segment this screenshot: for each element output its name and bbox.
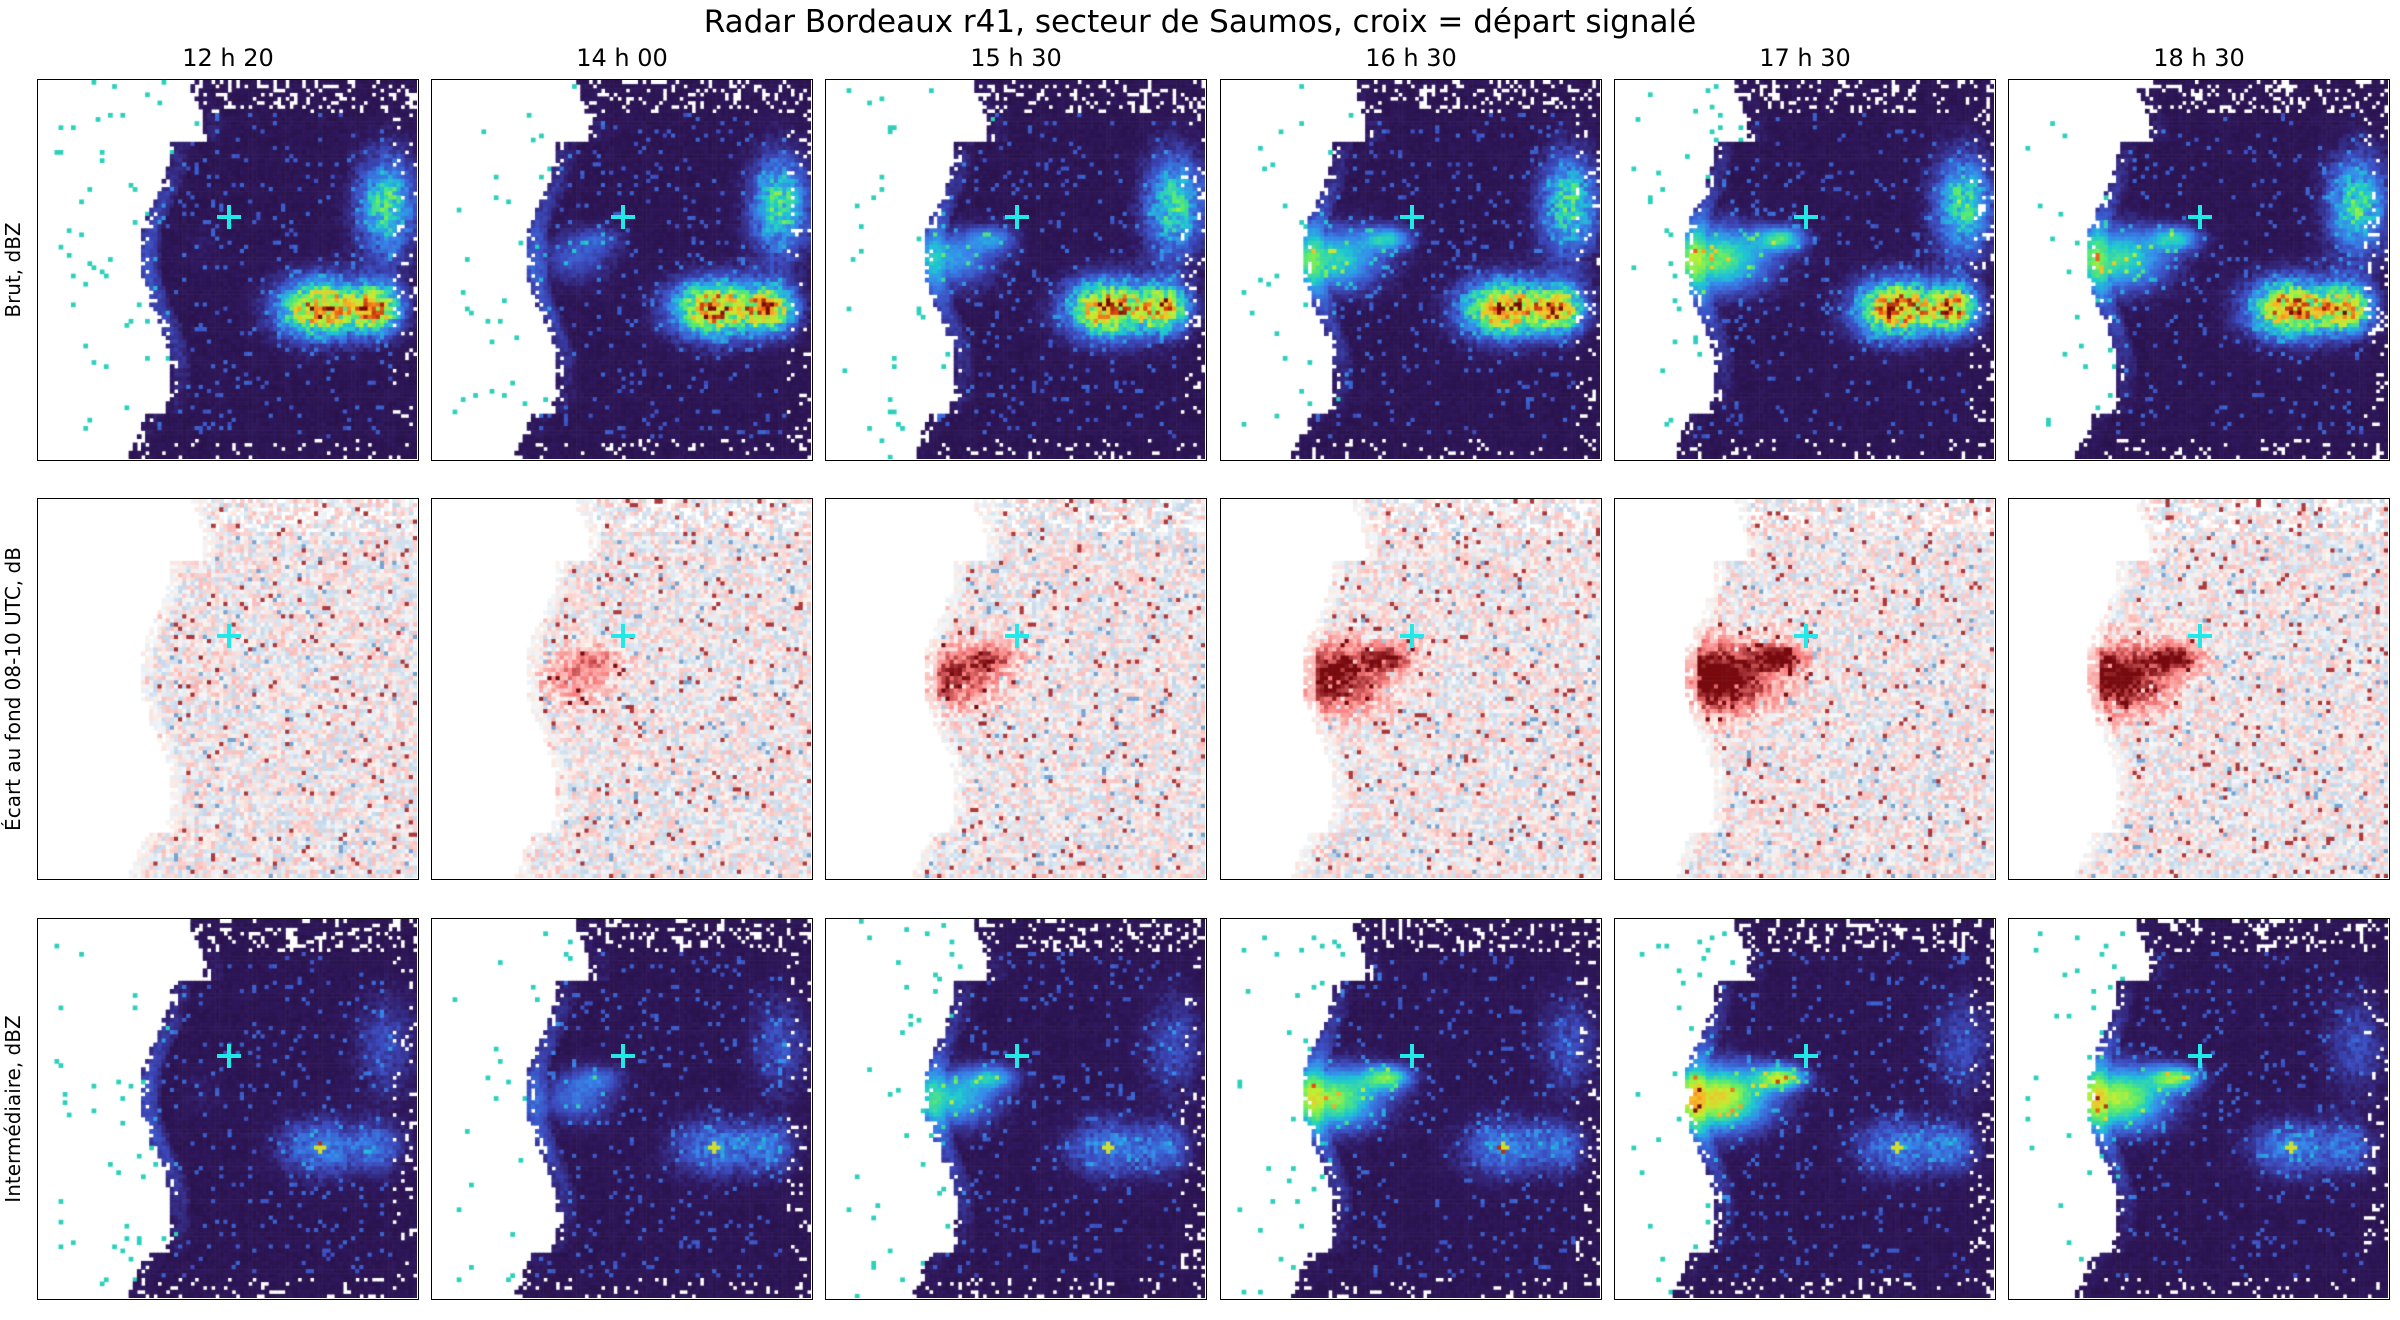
reported-start-cross-icon (217, 205, 241, 229)
reported-start-cross-icon (1794, 624, 1818, 648)
figure-title: Radar Bordeaux r41, secteur de Saumos, c… (703, 4, 1697, 40)
radar-panel (1614, 498, 1996, 880)
column-title: 15 h 30 (970, 44, 1062, 72)
radar-image (826, 80, 1205, 459)
radar-image (2009, 80, 2388, 459)
radar-panel (2008, 498, 2390, 880)
radar-image (38, 919, 417, 1298)
column-title: 18 h 30 (2153, 44, 2245, 72)
radar-image (432, 80, 811, 459)
row-label: Brut, dBZ (1, 222, 25, 318)
row-label: Intermédiaire, dBZ (1, 1015, 25, 1203)
reported-start-cross-icon (2188, 205, 2212, 229)
reported-start-cross-icon (1400, 205, 1424, 229)
radar-panel (2008, 79, 2390, 461)
reported-start-cross-icon (611, 1044, 635, 1068)
radar-panel (2008, 918, 2390, 1300)
radar-panel (37, 498, 419, 880)
radar-image (2009, 919, 2388, 1298)
radar-panel (825, 498, 1207, 880)
reported-start-cross-icon (1400, 624, 1424, 648)
radar-panel (825, 79, 1207, 461)
radar-panel (431, 918, 813, 1300)
radar-image (2009, 499, 2388, 878)
reported-start-cross-icon (2188, 624, 2212, 648)
radar-image (1615, 80, 1994, 459)
radar-image (826, 919, 1205, 1298)
radar-panel (1614, 79, 1996, 461)
radar-panel (431, 79, 813, 461)
radar-image (38, 499, 417, 878)
radar-panel (825, 918, 1207, 1300)
reported-start-cross-icon (217, 1044, 241, 1068)
radar-image (432, 919, 811, 1298)
column-title: 14 h 00 (576, 44, 668, 72)
reported-start-cross-icon (1400, 1044, 1424, 1068)
radar-image (38, 80, 417, 459)
reported-start-cross-icon (217, 624, 241, 648)
reported-start-cross-icon (1794, 205, 1818, 229)
radar-panel (37, 918, 419, 1300)
column-title: 16 h 30 (1365, 44, 1457, 72)
column-title: 17 h 30 (1759, 44, 1851, 72)
radar-image (826, 499, 1205, 878)
radar-image (1615, 499, 1994, 878)
reported-start-cross-icon (1005, 205, 1029, 229)
reported-start-cross-icon (611, 624, 635, 648)
radar-panel (431, 498, 813, 880)
reported-start-cross-icon (1005, 1044, 1029, 1068)
radar-panel (1220, 79, 1602, 461)
radar-image (1221, 919, 1600, 1298)
radar-panel (37, 79, 419, 461)
column-title: 12 h 20 (182, 44, 274, 72)
radar-panel (1220, 498, 1602, 880)
radar-image (1221, 499, 1600, 878)
row-label: Écart au fond 08-10 UTC, dB (1, 547, 25, 831)
radar-image (1615, 919, 1994, 1298)
reported-start-cross-icon (1794, 1044, 1818, 1068)
radar-panel (1220, 918, 1602, 1300)
reported-start-cross-icon (1005, 624, 1029, 648)
reported-start-cross-icon (611, 205, 635, 229)
radar-panel (1614, 918, 1996, 1300)
radar-image (1221, 80, 1600, 459)
reported-start-cross-icon (2188, 1044, 2212, 1068)
radar-image (432, 499, 811, 878)
